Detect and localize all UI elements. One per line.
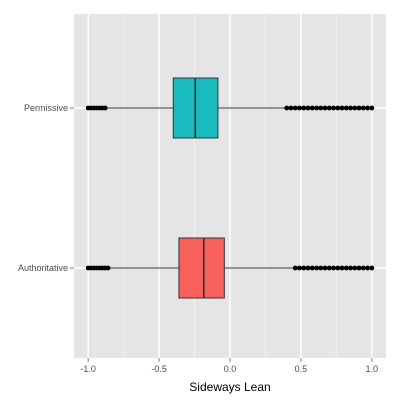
outlier-point [314, 105, 319, 111]
outlier-point [292, 265, 298, 271]
iqr-box [178, 237, 225, 299]
box-authoritative [85, 237, 375, 299]
outlier-point [343, 105, 349, 111]
x-tick-label: 1.0 [366, 364, 379, 374]
outlier-point [284, 105, 290, 111]
y-axis: Permissive Authoritative [18, 103, 74, 273]
outlier-point [297, 265, 302, 271]
outlier-point [318, 265, 324, 271]
outlier-point [339, 105, 345, 111]
y-tick-label: Authoritative [18, 263, 68, 273]
outlier-point [331, 105, 336, 111]
outlier-point [288, 105, 294, 111]
box-series [85, 77, 375, 299]
outlier-point [326, 105, 332, 111]
outlier-point [305, 105, 311, 111]
outlier-point [292, 105, 298, 111]
outlier-point [305, 265, 311, 271]
outlier-point [318, 105, 324, 111]
outlier-point [102, 105, 108, 111]
outlier-point [314, 265, 319, 271]
outlier-point [352, 265, 358, 271]
x-axis-title: Sideways Lean [189, 380, 270, 394]
outlier-point [356, 265, 362, 271]
outlier-point [326, 265, 332, 271]
outlier-point [339, 265, 345, 271]
outlier-point [301, 265, 307, 271]
outlier-point [348, 265, 353, 271]
outlier-point [356, 105, 362, 111]
outlier-point [369, 105, 375, 111]
outlier-point [309, 265, 315, 271]
outlier-point [309, 105, 315, 111]
y-tick-label: Permissive [24, 103, 68, 113]
minor-gridlines [123, 14, 337, 358]
outlier-point [360, 105, 366, 111]
outlier-point [105, 265, 111, 271]
outlier-point [301, 105, 307, 111]
x-tick-label: 0.0 [224, 364, 237, 374]
outlier-point [343, 265, 349, 271]
x-tick-label: -1.0 [80, 364, 96, 374]
outlier-point [335, 105, 341, 111]
outlier-point [365, 265, 370, 271]
box-permissive [85, 77, 375, 139]
outlier-point [331, 265, 336, 271]
x-axis: -1.0 -0.5 0.0 0.5 1.0 [80, 358, 378, 374]
outlier-point [360, 265, 366, 271]
outlier-point [335, 265, 341, 271]
x-tick-label: -0.5 [151, 364, 167, 374]
x-tick-label: 0.5 [295, 364, 308, 374]
outlier-point [322, 105, 328, 111]
outlier-point [369, 265, 375, 271]
outlier-point [365, 105, 370, 111]
outlier-point [348, 105, 353, 111]
outlier-point [322, 265, 328, 271]
outlier-point [352, 105, 358, 111]
outlier-point [297, 105, 302, 111]
